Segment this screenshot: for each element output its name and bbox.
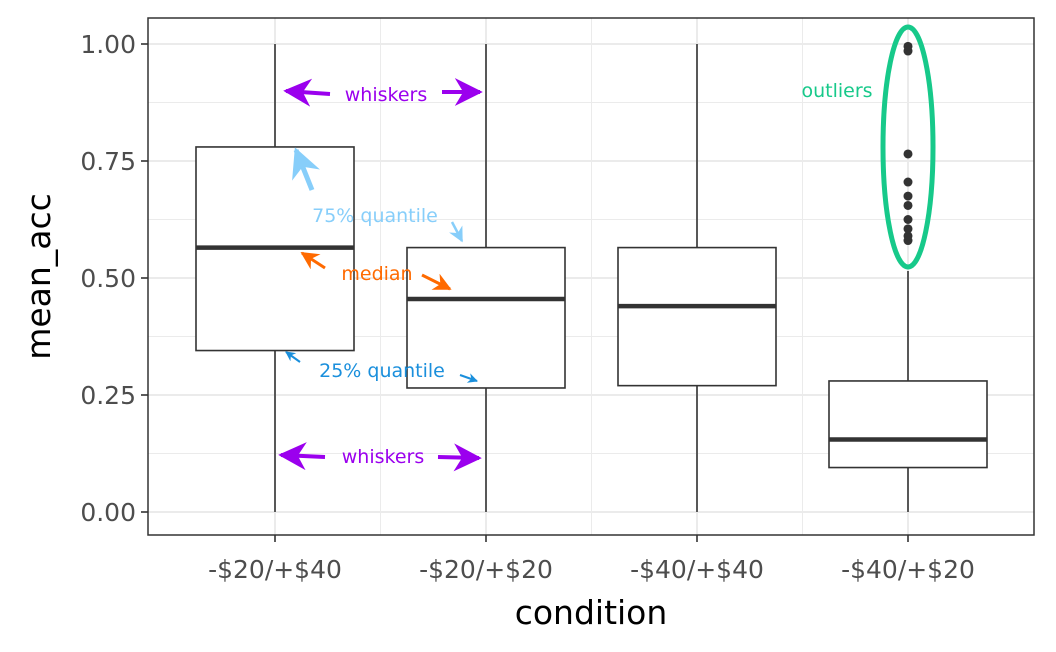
plot-panel-border <box>147 17 1035 536</box>
y-tick-label: 0.00 <box>80 498 136 527</box>
y-axis-title: mean_acc <box>19 193 58 360</box>
q25-arrow-left <box>285 351 301 363</box>
outlier-point <box>903 191 913 201</box>
median-arrow-left <box>300 251 326 270</box>
outlier-point <box>903 41 913 51</box>
q25-label: 25% quantile <box>319 360 445 382</box>
boxes-layer <box>195 41 988 512</box>
outliers-ellipse <box>880 24 936 270</box>
q75-arrow-left <box>292 147 320 191</box>
box-iqr <box>406 246 566 389</box>
median-label: median <box>341 263 412 285</box>
whiskers-bottom-label: whiskers <box>342 446 425 468</box>
box-group <box>617 44 777 512</box>
annotations-layer: whiskers 75% quantile median 25% quantil… <box>278 24 936 472</box>
y-tick-label: 0.25 <box>80 381 136 410</box>
x-tick-label: -$40/+$20 <box>841 555 975 584</box>
outlier-point <box>903 224 913 234</box>
box-group <box>195 44 355 512</box>
outlier-point <box>903 177 913 187</box>
x-tick-label: -$20/+$40 <box>208 555 342 584</box>
box-iqr <box>828 380 988 469</box>
x-axis-title: condition <box>515 593 668 632</box>
box-group <box>406 44 566 512</box>
x-tick-label: -$20/+$20 <box>419 555 553 584</box>
whiskers-bottom-arrow-right <box>437 443 482 472</box>
outlier-point <box>903 200 913 210</box>
y-tick-label: 0.50 <box>80 264 136 293</box>
q25-arrow-right <box>459 373 478 383</box>
outlier-point <box>903 231 913 241</box>
whiskers-top-label: whiskers <box>345 84 428 106</box>
whiskers-top-arrow-left <box>283 78 331 107</box>
outlier-point <box>903 149 913 159</box>
axes-layer: 0.00 0.25 0.50 0.75 1.00 -$20/+$40 -$20/+$20 -$… <box>80 30 975 584</box>
q75-arrow-right <box>449 221 464 243</box>
x-tick-label: -$40/+$40 <box>630 555 764 584</box>
y-tick-label: 1.00 <box>80 30 136 59</box>
median-arrow-right <box>421 273 452 291</box>
y-tick-label: 0.75 <box>80 147 136 176</box>
whiskers-bottom-arrow-left <box>278 442 326 471</box>
box-group <box>828 41 988 512</box>
outliers-label: outliers <box>801 80 872 102</box>
box-iqr <box>617 246 777 387</box>
outlier-point <box>903 215 913 224</box>
q75-label: 75% quantile <box>312 205 438 227</box>
